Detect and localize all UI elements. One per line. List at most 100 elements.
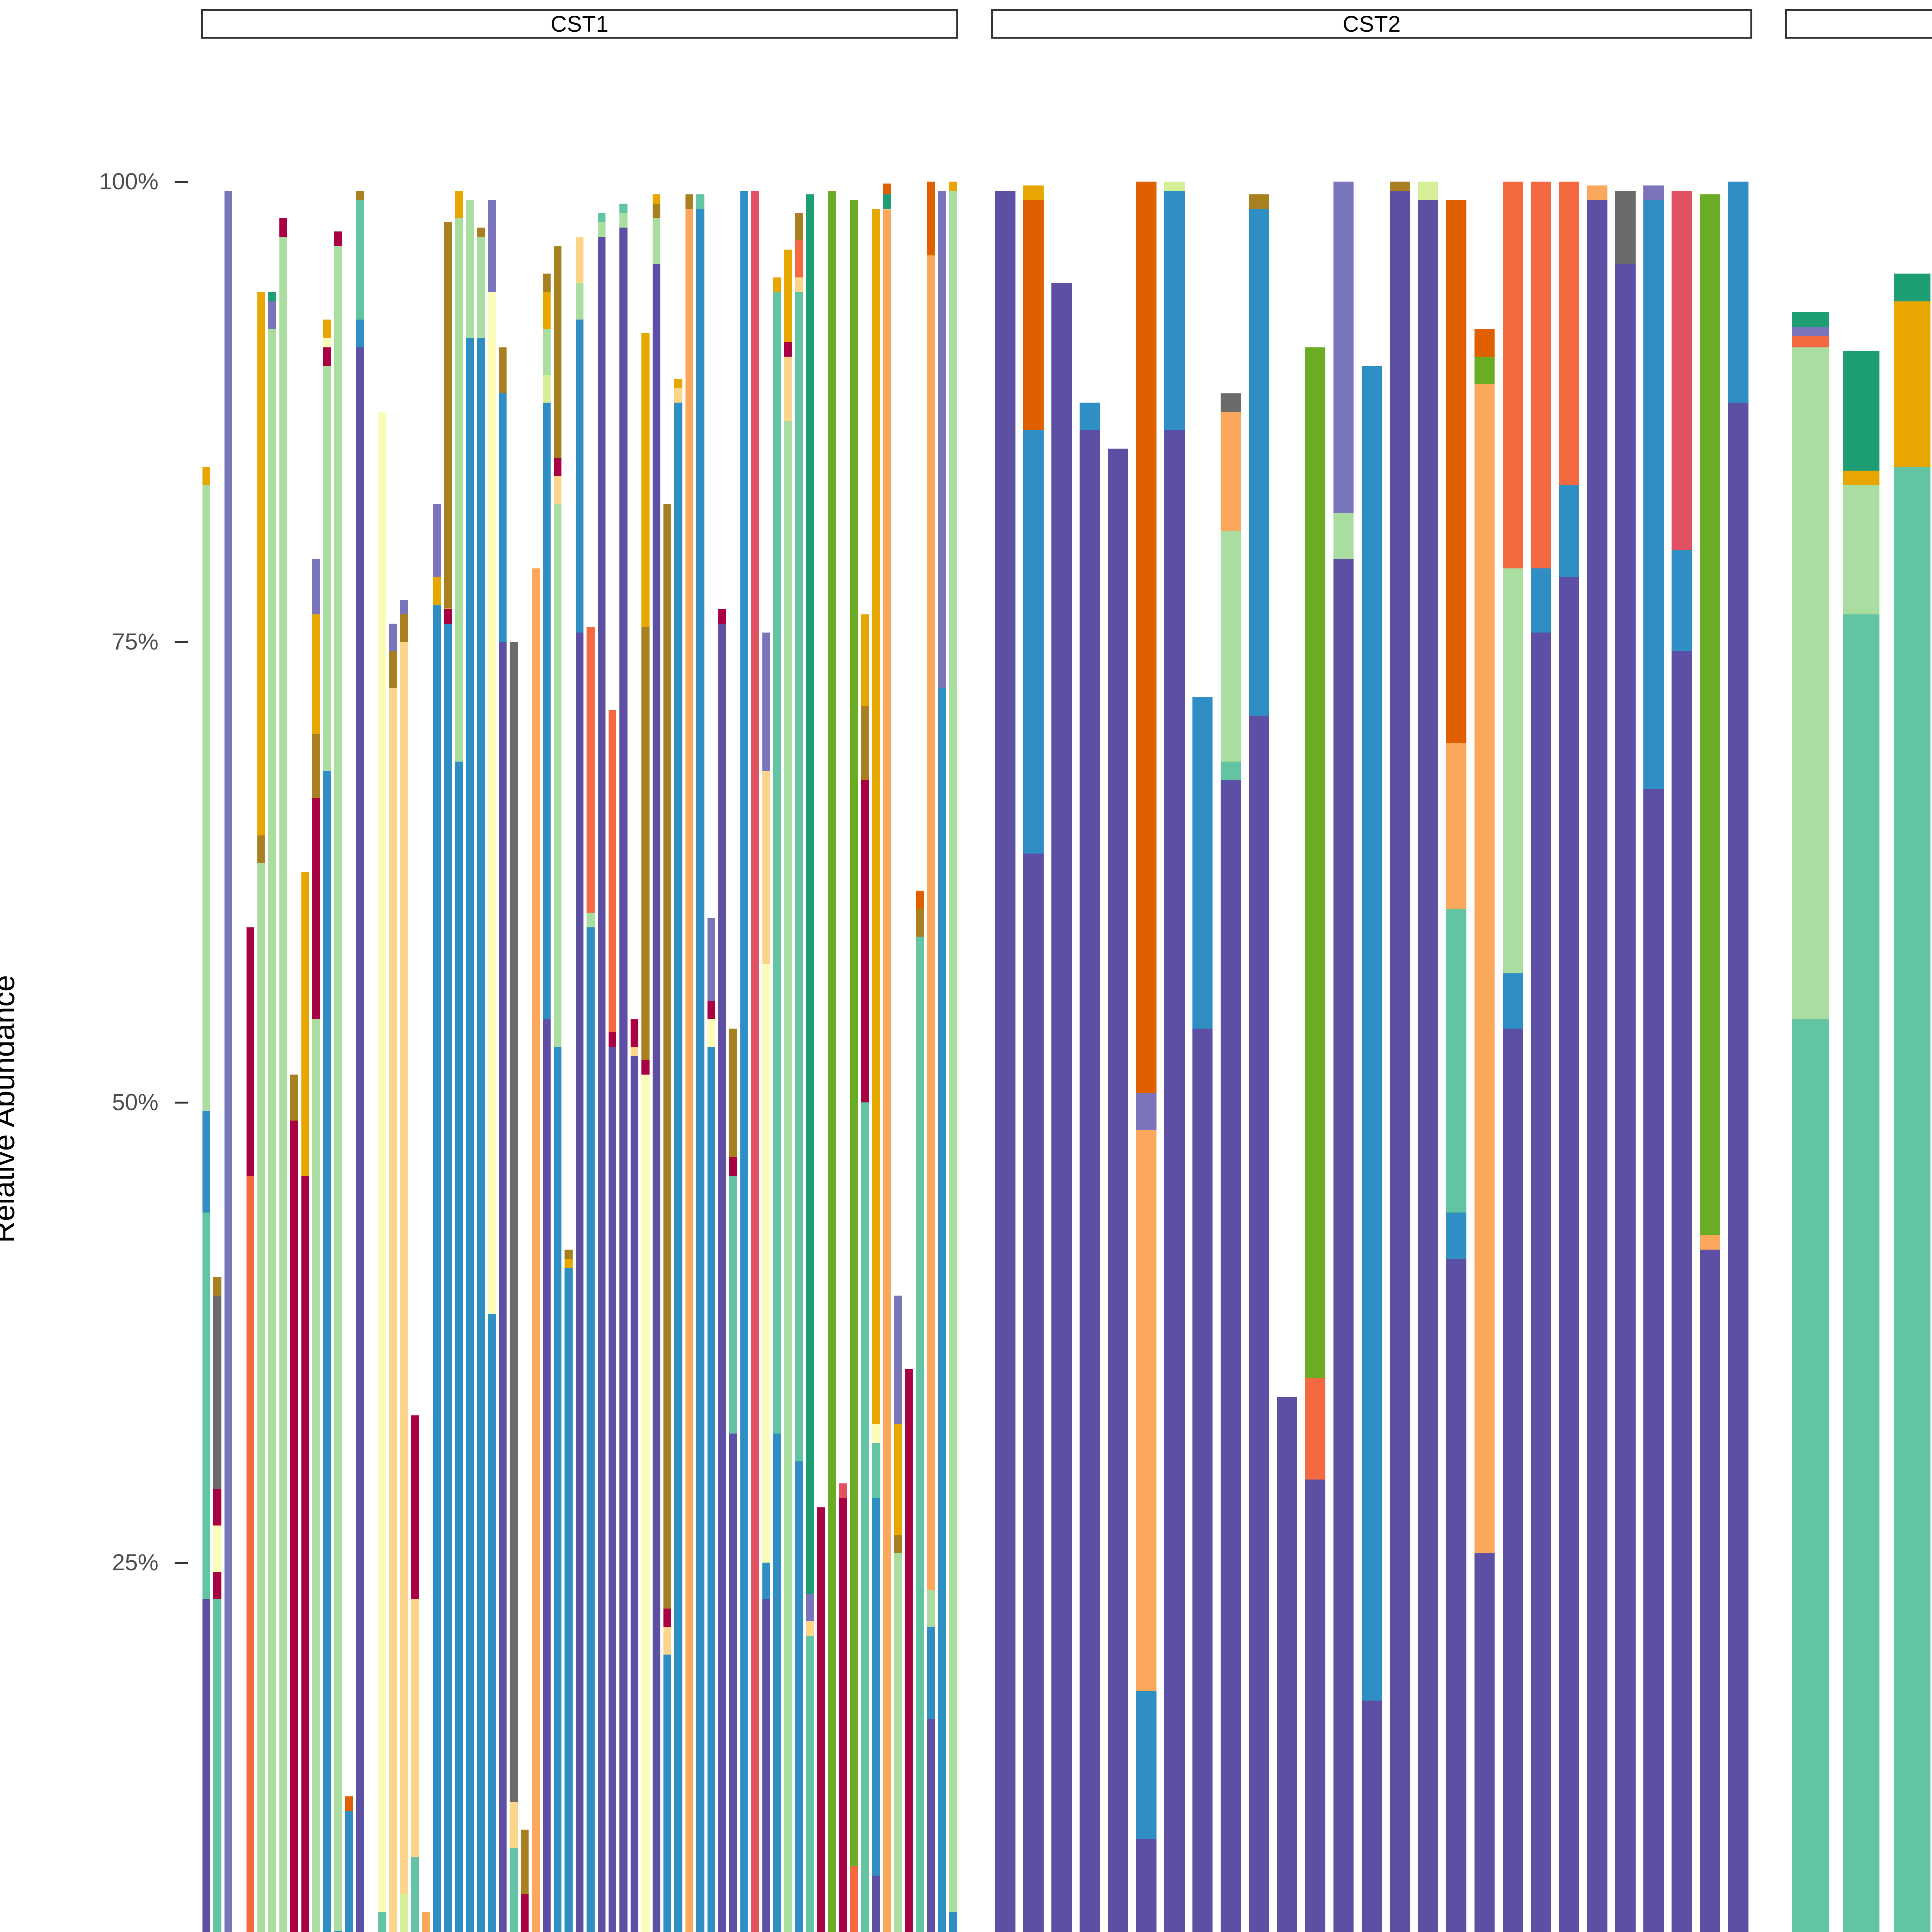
bar-stack[interactable]	[784, 182, 792, 1932]
bar-stack[interactable]	[301, 182, 310, 1932]
bar-stack[interactable]	[389, 182, 397, 1932]
bar-stack[interactable]	[1700, 182, 1720, 1932]
bar-stack[interactable]	[488, 182, 496, 1932]
bar-stack[interactable]	[927, 182, 935, 1932]
bar-stack[interactable]	[543, 182, 551, 1932]
bar-stack[interactable]	[1277, 182, 1298, 1932]
bar-stack[interactable]	[565, 182, 573, 1932]
bar-stack[interactable]	[1164, 182, 1185, 1932]
bar-stack[interactable]	[1333, 182, 1354, 1932]
bar-stack[interactable]	[1108, 182, 1128, 1932]
bar-stack[interactable]	[872, 182, 880, 1932]
bar-stack[interactable]	[1728, 182, 1748, 1932]
bar-stack[interactable]	[751, 182, 759, 1932]
bar-stack[interactable]	[378, 182, 386, 1932]
bar-stack[interactable]	[553, 182, 562, 1932]
bar-stack[interactable]	[498, 182, 507, 1932]
bar-stack[interactable]	[213, 182, 221, 1932]
bar-stack[interactable]	[707, 182, 716, 1932]
bar-stack[interactable]	[861, 182, 869, 1932]
bar-stack[interactable]	[1023, 182, 1044, 1932]
bar-stack[interactable]	[619, 182, 628, 1932]
bar-stack[interactable]	[608, 182, 617, 1932]
bar-stack[interactable]	[839, 182, 847, 1932]
bar-segment	[1333, 513, 1354, 559]
bar-stack[interactable]	[641, 182, 650, 1932]
bar-stack[interactable]	[630, 182, 639, 1932]
bar-stack[interactable]	[905, 182, 913, 1932]
bar-stack[interactable]	[1894, 182, 1930, 1932]
bar-stack[interactable]	[729, 182, 737, 1932]
bar-stack[interactable]	[1474, 182, 1495, 1932]
bar-stack[interactable]	[1843, 182, 1880, 1932]
bar-stack[interactable]	[696, 182, 704, 1932]
bar-stack[interactable]	[356, 182, 364, 1932]
bar-stack[interactable]	[1559, 182, 1579, 1932]
bar-stack[interactable]	[894, 182, 902, 1932]
bar-stack[interactable]	[510, 182, 518, 1932]
bar-stack[interactable]	[257, 182, 265, 1932]
bar-stack[interactable]	[587, 182, 595, 1932]
bar-stack[interactable]	[740, 182, 748, 1932]
bar-stack[interactable]	[817, 182, 825, 1932]
bar-stack[interactable]	[334, 182, 342, 1932]
bar-stack[interactable]	[477, 182, 485, 1932]
bar-stack[interactable]	[883, 182, 891, 1932]
bar-stack[interactable]	[718, 182, 726, 1932]
bar-stack[interactable]	[455, 182, 463, 1932]
bar-stack[interactable]	[520, 182, 529, 1932]
bar-stack[interactable]	[773, 182, 781, 1932]
bar-stack[interactable]	[235, 182, 243, 1932]
bar-stack[interactable]	[1361, 182, 1382, 1932]
bar-stack[interactable]	[279, 182, 287, 1932]
bar-stack[interactable]	[466, 182, 474, 1932]
bar-stack[interactable]	[268, 182, 276, 1932]
bar-stack[interactable]	[290, 182, 298, 1932]
bar-stack[interactable]	[444, 182, 452, 1932]
bar-stack[interactable]	[652, 182, 661, 1932]
bar-stack[interactable]	[795, 182, 803, 1932]
bar-stack[interactable]	[1502, 182, 1523, 1932]
bar-stack[interactable]	[1389, 182, 1410, 1932]
bar-stack[interactable]	[224, 182, 233, 1932]
bar-stack[interactable]	[532, 182, 540, 1932]
bar-stack[interactable]	[762, 182, 770, 1932]
bar-stack[interactable]	[433, 182, 441, 1932]
bar-stack[interactable]	[202, 182, 211, 1932]
bar-stack[interactable]	[1615, 182, 1636, 1932]
bar-stack[interactable]	[828, 182, 836, 1932]
bar-stack[interactable]	[1080, 182, 1100, 1932]
bar-stack[interactable]	[1587, 182, 1607, 1932]
bar-stack[interactable]	[663, 182, 672, 1932]
bar-stack[interactable]	[345, 182, 353, 1932]
bar-stack[interactable]	[1672, 182, 1692, 1932]
bar-stack[interactable]	[1248, 182, 1269, 1932]
bar-stack[interactable]	[246, 182, 255, 1932]
bar-stack[interactable]	[1643, 182, 1664, 1932]
bar-stack[interactable]	[1136, 182, 1156, 1932]
bar-stack[interactable]	[323, 182, 331, 1932]
bar-stack[interactable]	[1531, 182, 1551, 1932]
bar-stack[interactable]	[995, 182, 1015, 1932]
bar-stack[interactable]	[597, 182, 606, 1932]
bar-stack[interactable]	[411, 182, 419, 1932]
bar-stack[interactable]	[938, 182, 946, 1932]
bar-stack[interactable]	[575, 182, 584, 1932]
bar-stack[interactable]	[1220, 182, 1241, 1932]
bar-stack[interactable]	[1051, 182, 1072, 1932]
bar-stack[interactable]	[806, 182, 814, 1932]
bar-stack[interactable]	[1418, 182, 1439, 1932]
bar-stack[interactable]	[312, 182, 320, 1932]
bar-stack[interactable]	[949, 182, 957, 1932]
bar-stack[interactable]	[1305, 182, 1326, 1932]
bar-stack[interactable]	[685, 182, 694, 1932]
bar-stack[interactable]	[674, 182, 682, 1932]
bar-stack[interactable]	[400, 182, 408, 1932]
bar-stack[interactable]	[850, 182, 858, 1932]
bar-stack[interactable]	[916, 182, 924, 1932]
bar-stack[interactable]	[1446, 182, 1467, 1932]
bar-stack[interactable]	[422, 182, 430, 1932]
bar-stack[interactable]	[367, 182, 375, 1932]
bar-stack[interactable]	[1792, 182, 1829, 1932]
bar-stack[interactable]	[1192, 182, 1213, 1932]
